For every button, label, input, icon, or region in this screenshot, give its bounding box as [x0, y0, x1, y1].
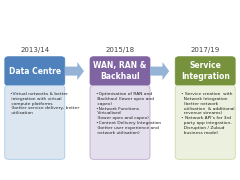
FancyBboxPatch shape	[5, 86, 65, 159]
Text: Service
Integration: Service Integration	[181, 61, 230, 81]
Text: 2013/14: 2013/14	[20, 47, 49, 53]
Polygon shape	[150, 62, 169, 80]
Text: •Optimisation of RAN and
 Backhaul (lower opex and
 capex)
•Network Functions
 V: •Optimisation of RAN and Backhaul (lower…	[96, 92, 161, 135]
FancyBboxPatch shape	[175, 86, 235, 159]
Text: •Virtual networks & better
 integration with virtual
 compute platforms
 (better: •Virtual networks & better integration w…	[10, 92, 80, 115]
FancyBboxPatch shape	[5, 57, 65, 86]
Text: 2017/19: 2017/19	[191, 47, 220, 53]
Text: • Service creation  with
  Network Integration
  (better network
  utilisation  : • Service creation with Network Integrat…	[181, 92, 234, 135]
Text: WAN, RAN &
Backhaul: WAN, RAN & Backhaul	[93, 61, 147, 81]
FancyBboxPatch shape	[175, 57, 235, 86]
Text: Data Centre: Data Centre	[9, 67, 61, 76]
FancyBboxPatch shape	[90, 57, 150, 86]
Text: 2015/18: 2015/18	[105, 47, 135, 53]
Polygon shape	[65, 62, 84, 80]
FancyBboxPatch shape	[90, 86, 150, 159]
